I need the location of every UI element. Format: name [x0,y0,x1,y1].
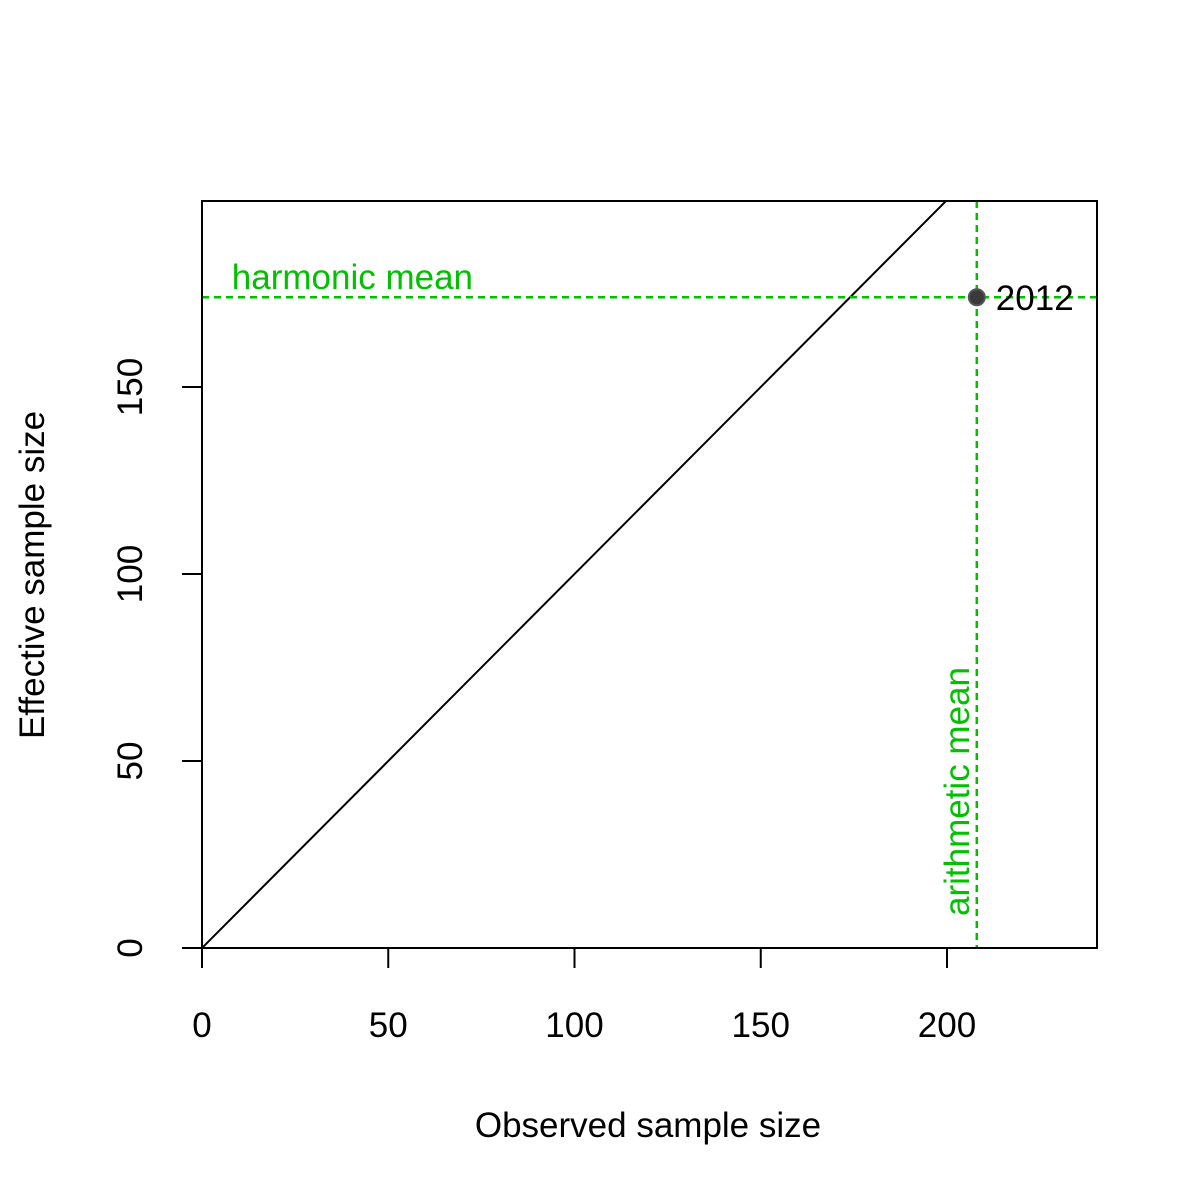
identity-line [202,201,948,948]
x-axis: 0 50 100 150 200 [192,947,976,1045]
x-tick-label: 150 [732,1006,790,1045]
data-point-label: 2012 [996,279,1074,318]
plot-area: harmonic mean arithmetic mean 2012 [201,200,1098,949]
y-axis: 0 50 100 150 [111,358,203,958]
x-tick-label: 200 [918,1006,976,1045]
x-axis-title: Observed sample size [475,1106,821,1145]
y-tick-label: 150 [111,358,150,416]
y-tick-label: 0 [111,938,150,957]
x-tick-label: 0 [192,1006,211,1045]
x-tick-label: 50 [369,1006,408,1045]
harmonic-mean-label: harmonic mean [232,258,473,297]
arithmetic-mean-label: arithmetic mean [938,667,977,916]
y-tick-label: 100 [111,545,150,603]
data-point [967,288,986,307]
y-tick-label: 50 [111,742,150,781]
plot-frame [201,200,1098,949]
y-axis-title: Effective sample size [13,411,52,739]
x-tick-label: 100 [545,1006,603,1045]
